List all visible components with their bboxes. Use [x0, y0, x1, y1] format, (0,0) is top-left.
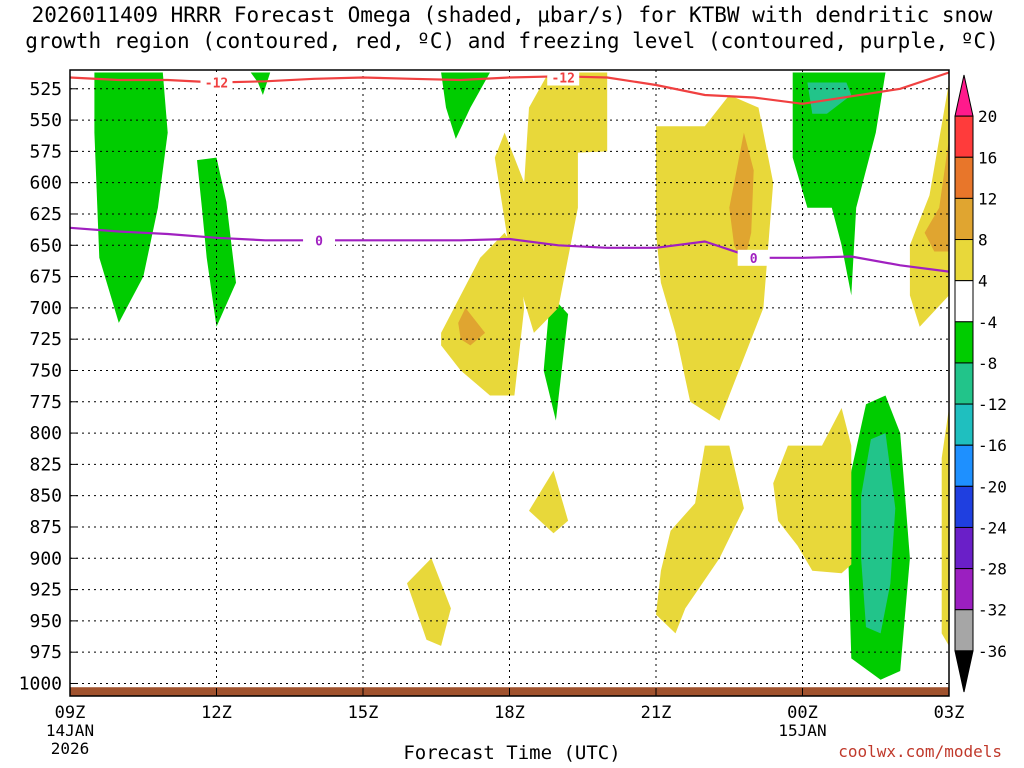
colorbar-label-7: -12 — [978, 395, 1007, 414]
dgz-minus12-label-bg-1 — [547, 70, 580, 86]
freezing-level-0-line — [70, 226, 949, 273]
x-axis-label: Forecast Time (UTC) — [403, 742, 621, 764]
omega-region-pos4-14 — [909, 82, 949, 327]
colorbar-label-13: -36 — [978, 642, 1007, 661]
colorbar-swatch-3 — [954, 197, 974, 241]
colorbar-swatch-11 — [954, 526, 974, 570]
colorbar-swatch-7 — [954, 362, 974, 405]
colorbar-label-12: -32 — [978, 601, 1007, 620]
freezing-level-0-label-bg-3 — [737, 249, 770, 266]
dgz-minus12-label-1: -12 — [551, 72, 574, 87]
freezing-level-0-label-3: 0 — [750, 252, 758, 267]
ytick-label-700: 700 — [29, 298, 62, 319]
xtick-label-12Z: 12Z — [201, 703, 232, 723]
colorbar-swatch-8 — [954, 403, 974, 446]
omega-region-neg4-1 — [197, 157, 236, 327]
ytick-label-950: 950 — [29, 611, 62, 632]
freezing-level-0-label-bg-2 — [303, 232, 336, 249]
title-line-2: growth region (contoured, red, ºC) and f… — [25, 29, 999, 53]
omega-region-pos4-17 — [773, 408, 852, 574]
colorbar-swatch-13 — [954, 609, 974, 652]
omega-region-neg4-5 — [792, 72, 886, 296]
xtick-label-09Z: 09Z — [55, 703, 86, 723]
omega-region-pos4-20 — [941, 408, 949, 646]
credit-text: coolwx.com/models — [838, 742, 1002, 761]
xtick-year-09Z: 2026 — [51, 739, 90, 758]
ytick-label-850: 850 — [29, 486, 62, 507]
xtick-label-15Z: 15Z — [348, 703, 379, 723]
dgz-minus12-label-bg-0 — [200, 74, 233, 91]
ytick-label-600: 600 — [29, 173, 62, 194]
colorbar-swatch-10 — [954, 485, 974, 528]
xtick-label-21Z: 21Z — [641, 703, 672, 723]
omega-region-pos4-9 — [494, 72, 608, 333]
ytick-label-925: 925 — [29, 580, 62, 601]
colorbar-swatch-9 — [954, 444, 974, 487]
colorbar-bottom-arrow — [954, 650, 974, 693]
omega-region-pos4-19 — [407, 558, 451, 646]
ytick-label-625: 625 — [29, 204, 62, 225]
ytick-label-675: 675 — [29, 267, 62, 288]
ytick-label-725: 725 — [29, 329, 62, 350]
ytick-label-775: 775 — [29, 392, 62, 413]
colorbar-label-11: -28 — [978, 560, 1007, 579]
colorbar-label-6: -8 — [978, 354, 997, 373]
xtick-label-00Z: 00Z — [787, 703, 818, 723]
ytick-label-550: 550 — [29, 110, 62, 131]
ytick-label-825: 825 — [29, 454, 62, 475]
ytick-label-525: 525 — [29, 79, 62, 100]
freezing-level-0-label-2: 0 — [315, 234, 323, 249]
omega-region-pos4-16 — [656, 445, 744, 634]
colorbar-label-2: 12 — [978, 189, 997, 208]
ytick-label-975: 975 — [29, 642, 62, 663]
omega-region-neg4-0 — [94, 72, 168, 323]
colorbar-swatch-2 — [954, 156, 974, 199]
omega-region-neg4-3 — [441, 72, 490, 139]
colorbar-label-3: 8 — [978, 231, 988, 250]
colorbar-label-4: 4 — [978, 272, 988, 291]
xtick-date-09Z: 14JAN — [46, 721, 94, 740]
colorbar-swatch-5 — [954, 280, 974, 323]
xtick-label-03Z: 03Z — [934, 703, 965, 723]
omega-region-neg4-2 — [250, 72, 271, 95]
ytick-label-650: 650 — [29, 235, 62, 256]
colorbar-top-arrow — [954, 74, 974, 117]
xtick-label-18Z: 18Z — [494, 703, 525, 723]
colorbar-swatch-6 — [954, 321, 974, 364]
ytick-label-800: 800 — [29, 423, 62, 444]
omega-region-pos8-15 — [924, 138, 949, 252]
colorbar-label-8: -16 — [978, 436, 1007, 455]
omega-region-pos8-13 — [729, 132, 754, 265]
omega-region-neg8-6 — [807, 82, 852, 114]
colorbar-label-9: -20 — [978, 477, 1007, 496]
colorbar-label-0: 20 — [978, 107, 997, 126]
ytick-label-900: 900 — [29, 548, 62, 569]
omega-region-neg8-8 — [861, 433, 896, 634]
omega-region-neg4-4 — [543, 292, 569, 421]
omega-region-pos8-11 — [458, 307, 486, 346]
colorbar-swatch-1 — [954, 115, 974, 158]
title-line-1: 2026011409 HRRR Forecast Omega (shaded, … — [31, 3, 993, 27]
ytick-label-875: 875 — [29, 517, 62, 538]
dgz-minus12-label-0: -12 — [205, 77, 228, 92]
colorbar-label-5: -4 — [978, 313, 997, 332]
chart-title: 2026011409 HRRR Forecast Omega (shaded, … — [0, 2, 1024, 54]
colorbar-label-10: -24 — [978, 518, 1007, 537]
colorbar-swatch-4 — [954, 239, 974, 282]
ytick-label-575: 575 — [29, 141, 62, 162]
omega-region-pos4-10 — [441, 232, 525, 396]
omega-region-pos4-18 — [529, 470, 569, 534]
colorbar-swatch-12 — [954, 568, 974, 611]
ytick-label-750: 750 — [29, 360, 62, 381]
colorbar-label-1: 16 — [978, 148, 997, 167]
xtick-date-00Z: 15JAN — [778, 721, 826, 740]
ytick-label-1000: 1000 — [19, 673, 62, 694]
